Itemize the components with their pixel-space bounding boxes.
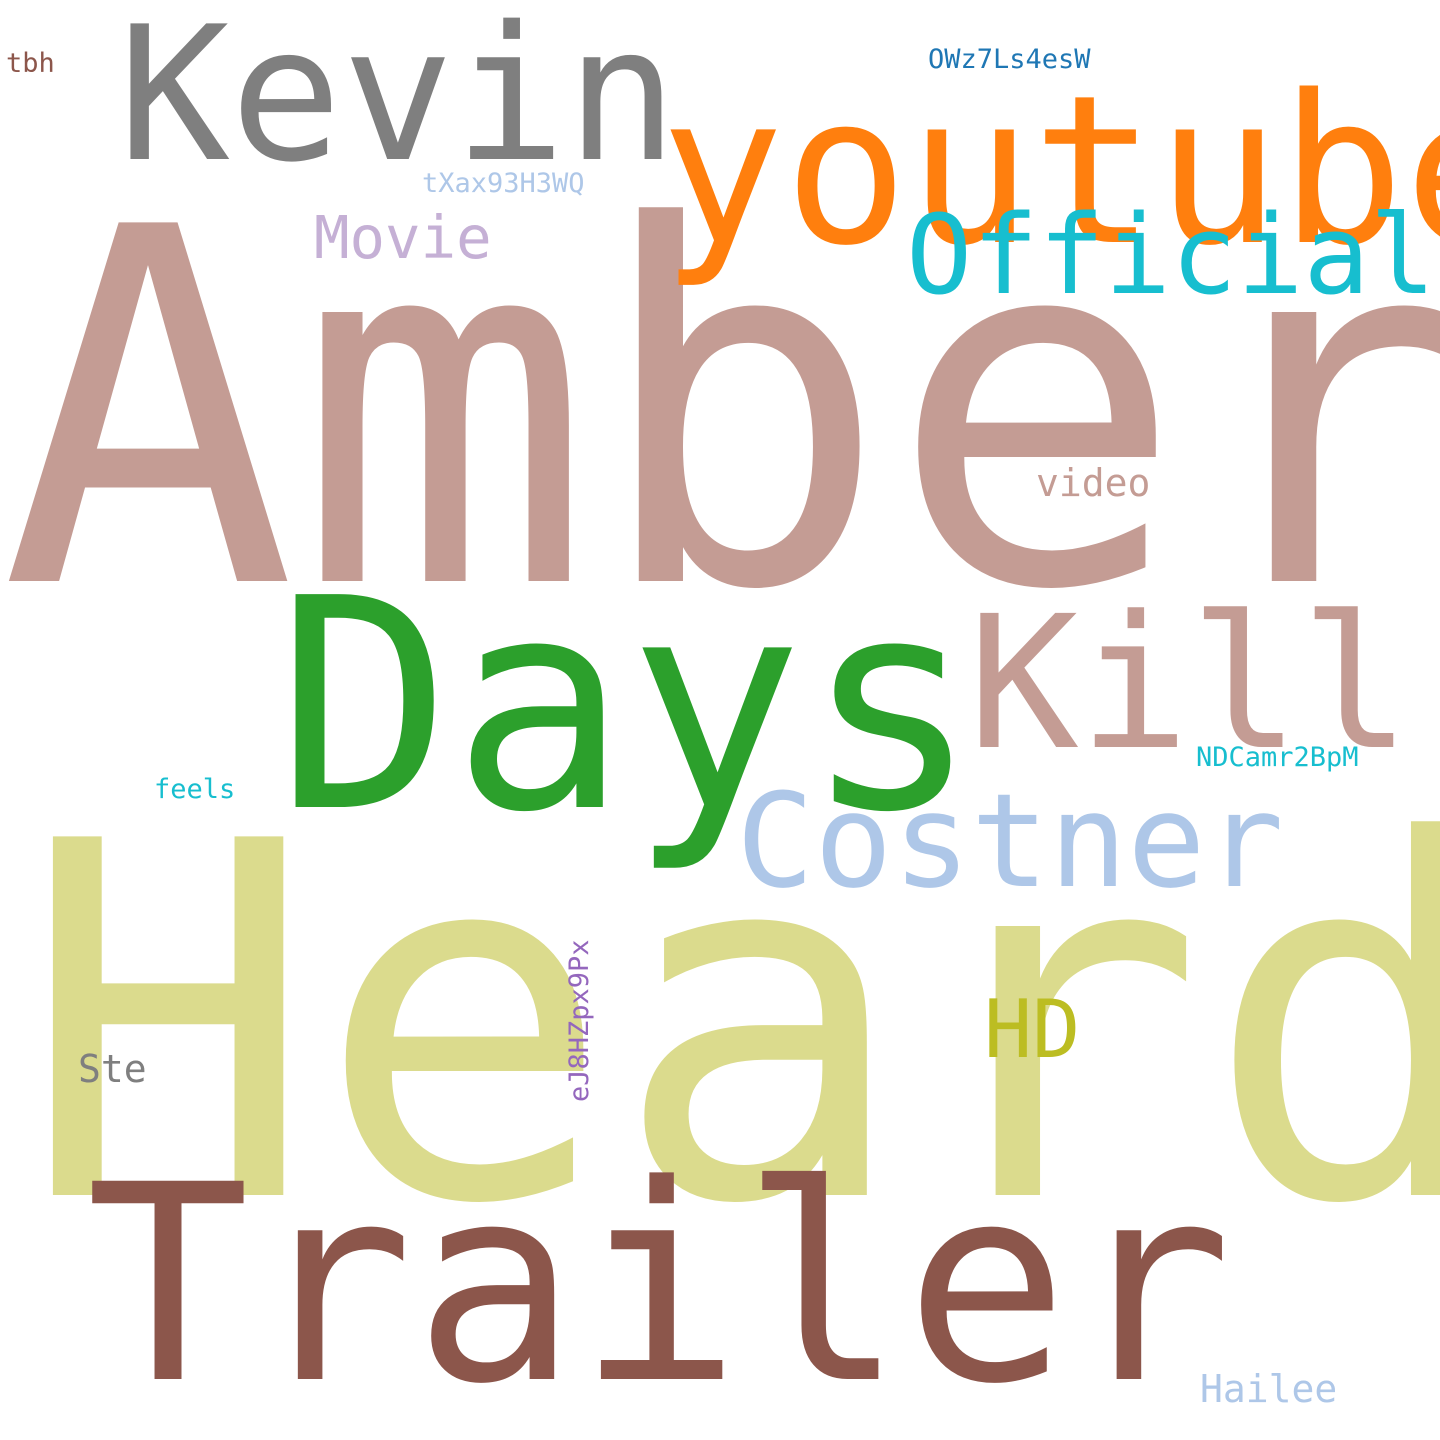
word-video: video — [1036, 461, 1151, 505]
word-costner: Costner — [736, 765, 1284, 917]
word-days: Days — [276, 536, 980, 876]
word-youtube: youtube — [660, 51, 1440, 291]
word-heard: Heard — [20, 739, 1440, 1312]
word-ndcamr2bpm: NDCamr2BpM — [1196, 742, 1359, 773]
word-movie: Movie — [314, 203, 492, 272]
word-amber: Amber — [0, 125, 1440, 698]
word-ej8hzpx9px: eJ8HZpx9Px — [564, 939, 595, 1102]
word-hailee: Hailee — [1200, 1367, 1338, 1411]
word-feels: feels — [154, 774, 236, 805]
word-tbh: tbh — [6, 48, 55, 79]
word-official: Official — [906, 191, 1436, 319]
word-txax93h3wq: tXax93H3WQ — [422, 168, 585, 199]
word-kevin: Kevin — [118, 0, 678, 203]
word-kill: Kill — [968, 577, 1412, 791]
word-trailer: Trailer — [86, 1128, 1233, 1440]
word-hd: HD — [984, 983, 1081, 1076]
word-ste: Ste — [78, 1047, 147, 1091]
word-owz7ls4esw: OWz7Ls4esW — [928, 44, 1091, 75]
